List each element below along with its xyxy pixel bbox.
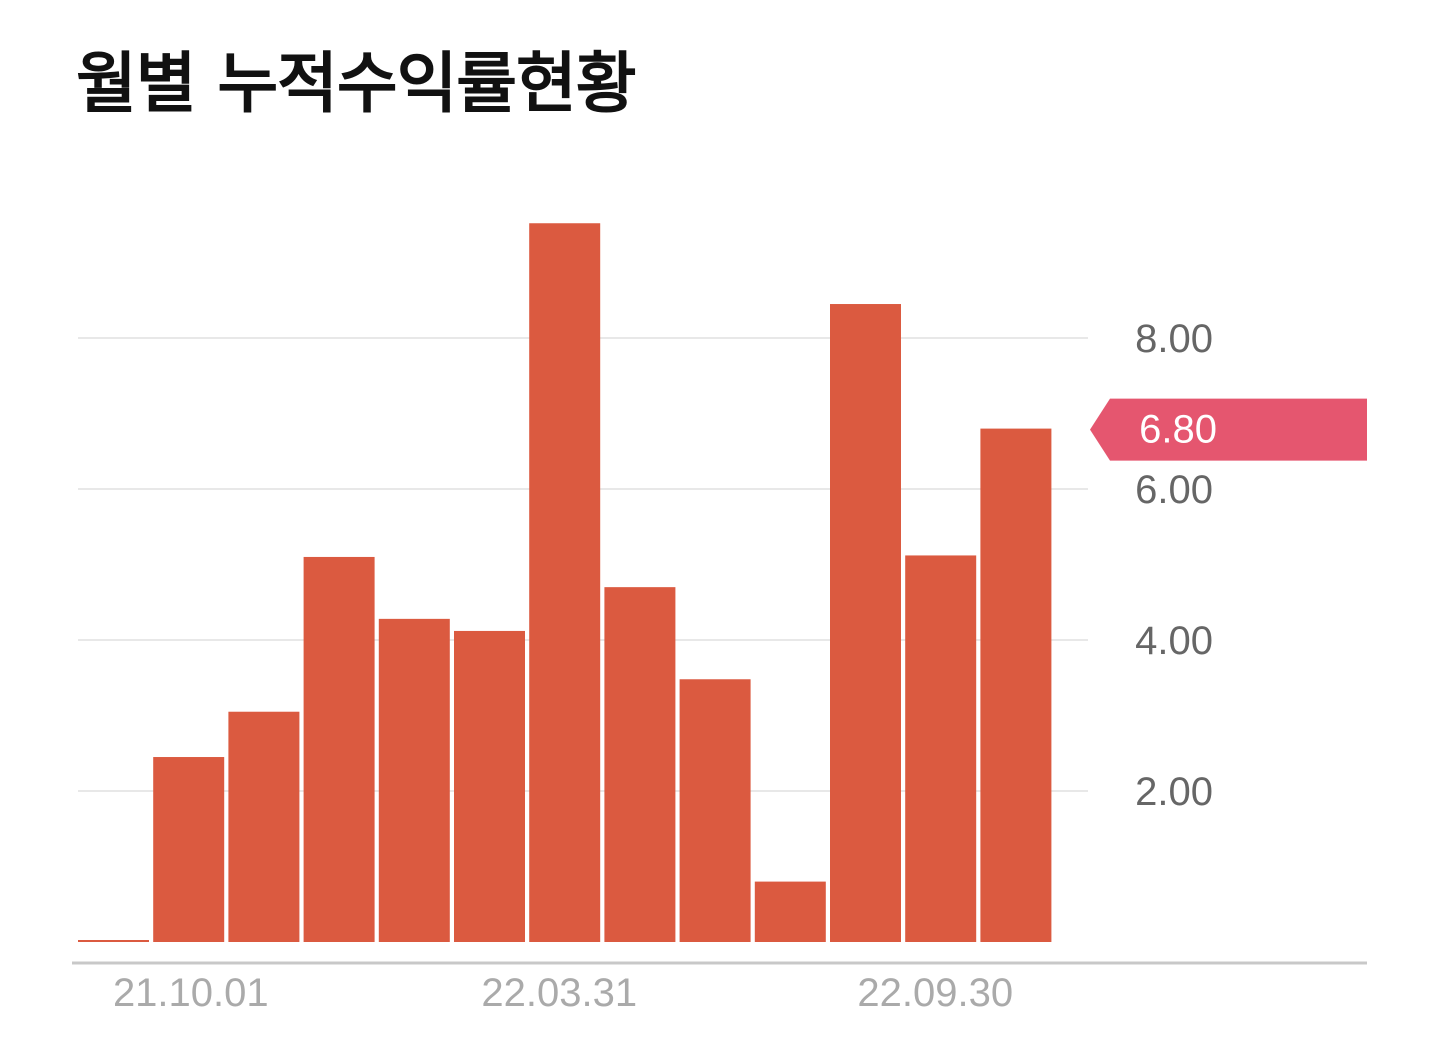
bar (754, 881, 826, 942)
x-tick-label: 22.09.30 (857, 971, 1013, 1015)
bar (679, 679, 751, 942)
y-tick-label: 4.00 (1135, 619, 1213, 663)
y-tick-labels: 2.00 4.00 6.00 8.00 (1135, 317, 1213, 814)
bar (378, 618, 450, 942)
bar (604, 587, 676, 942)
bar (303, 556, 375, 942)
bar (78, 940, 149, 942)
bar (529, 223, 601, 943)
badge-shape (1090, 398, 1367, 461)
x-tick-label: 21.10.01 (113, 971, 269, 1015)
x-tick-label: 22.03.31 (481, 971, 637, 1015)
x-tick-labels: 21.10.01 22.03.31 22.09.30 (113, 971, 1013, 1015)
bar (454, 630, 525, 942)
current-value-badge: 6.80 (1090, 398, 1367, 461)
bar (830, 304, 901, 942)
bar (980, 428, 1052, 943)
y-tick-label: 8.00 (1135, 317, 1213, 361)
bar (905, 555, 977, 942)
bar (228, 711, 300, 942)
current-value-label: 6.80 (1139, 408, 1217, 452)
y-tick-label: 2.00 (1135, 770, 1213, 814)
y-tick-label: 6.00 (1135, 468, 1213, 512)
bar (153, 757, 225, 942)
chart-title: 월별 누적수익률현황 (76, 45, 636, 122)
bars (78, 223, 1052, 943)
